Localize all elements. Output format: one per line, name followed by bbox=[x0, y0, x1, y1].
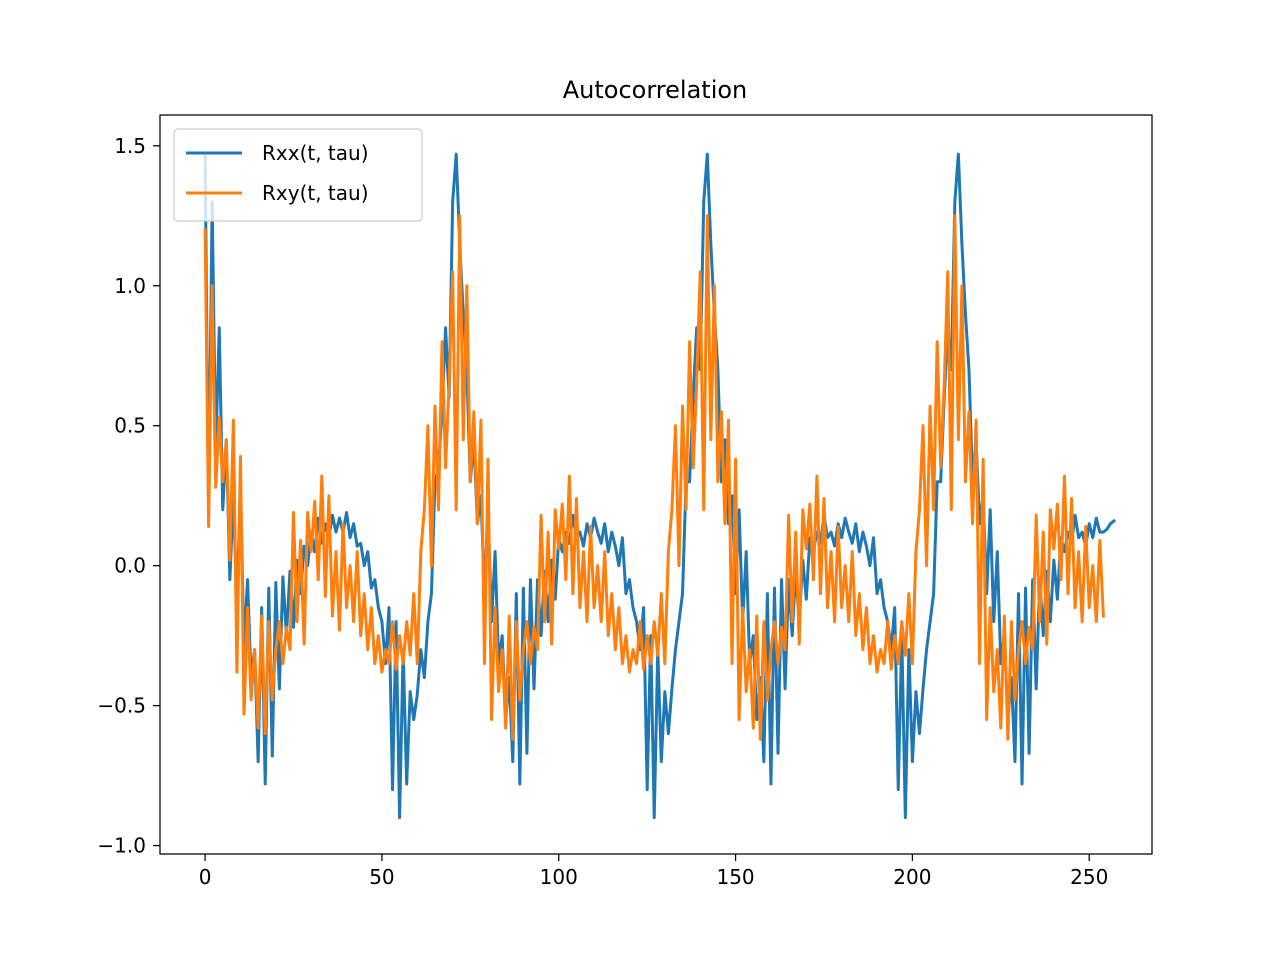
legend-label-rxy: Rxy(t, tau) bbox=[262, 181, 369, 205]
plot-frame bbox=[159, 114, 1153, 855]
x-tick-label: 150 bbox=[716, 865, 754, 889]
series-line-rxx bbox=[203, 152, 1117, 820]
y-tick-label: 0.0 bbox=[114, 554, 146, 578]
x-axis: 0 50 100 150 200 250 bbox=[199, 854, 1108, 889]
y-tick-label: 1.5 bbox=[114, 134, 146, 158]
y-tick-label: 0.5 bbox=[114, 414, 146, 438]
chart-title: Autocorrelation bbox=[563, 76, 748, 104]
x-tick-label: 50 bbox=[369, 865, 394, 889]
x-tick-label: 100 bbox=[540, 865, 578, 889]
y-tick-label: −0.5 bbox=[97, 694, 146, 718]
legend-label-rxx: Rxx(t, tau) bbox=[262, 141, 369, 165]
x-tick-label: 200 bbox=[893, 865, 931, 889]
legend: Rxx(t, tau) Rxy(t, tau) bbox=[173, 128, 423, 222]
series-line-rxy bbox=[203, 214, 1105, 741]
series-layer bbox=[203, 152, 1117, 820]
y-tick-label: −1.0 bbox=[97, 834, 146, 858]
x-tick-label: 250 bbox=[1070, 865, 1108, 889]
x-tick-label: 0 bbox=[199, 865, 212, 889]
y-tick-label: 1.0 bbox=[114, 274, 146, 298]
y-axis: −1.0 −0.5 0.0 0.5 1.0 1.5 bbox=[97, 134, 160, 858]
